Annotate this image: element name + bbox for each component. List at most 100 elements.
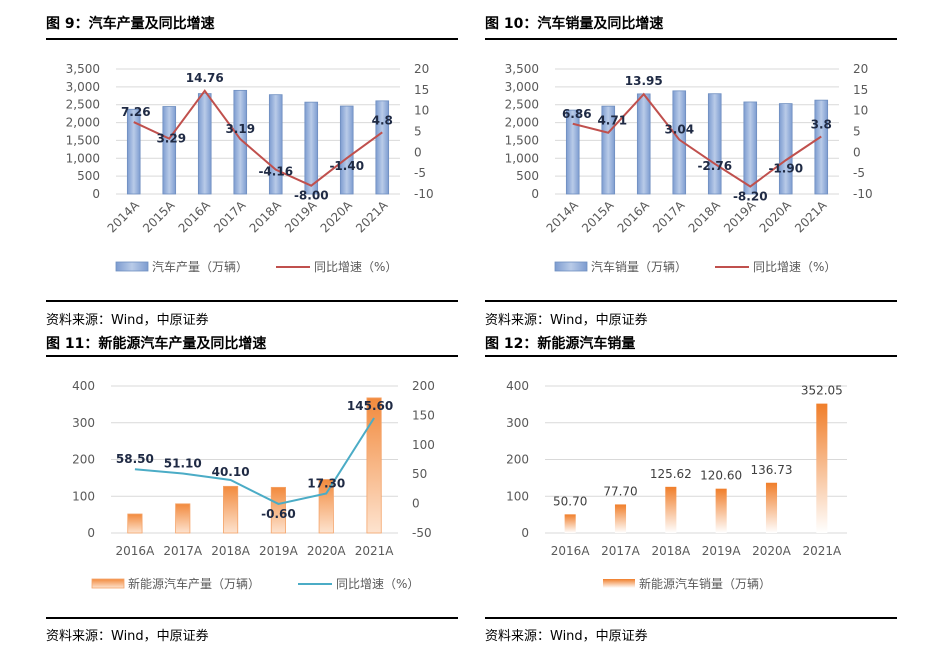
x-tick-label: 2020A — [318, 198, 356, 236]
figure-10-title: 图 10：汽车销量及同比增速 — [485, 16, 664, 32]
y-right-tick-label: -5 — [853, 166, 865, 180]
y-right-tick-label: 150 — [412, 408, 435, 422]
figure-11-title: 图 11：新能源汽车产量及同比增速 — [46, 336, 267, 352]
legend-bar-swatch — [554, 261, 588, 272]
bar — [765, 482, 778, 533]
legend-bar-swatch — [603, 579, 635, 588]
y-left-tick-label: 400 — [506, 379, 529, 393]
y-right-tick-label: 0 — [412, 497, 420, 511]
x-tick-label: 2016A — [176, 198, 214, 236]
y-left-tick-label: 1,000 — [505, 151, 539, 165]
y-right-tick-label: 15 — [414, 83, 429, 97]
line-data-label: 17.30 — [307, 476, 345, 490]
figure-11-chart: 0 100 200 300 400 -50 0 50 100 150 200 2016A 2017A 20… — [72, 379, 435, 591]
line-data-label: 13.95 — [625, 74, 663, 88]
y-right-tick-label: -10 — [853, 187, 873, 201]
y-left-tick-label: 2,000 — [66, 116, 100, 130]
y-right-tick-label: 200 — [412, 379, 435, 393]
figure-9-title: 图 9：汽车产量及同比增速 — [46, 16, 215, 32]
x-tick-label: 2016A — [116, 544, 156, 558]
line-data-label: 3.19 — [225, 122, 255, 136]
x-tick-label: 2017A — [601, 544, 641, 558]
growth-line — [133, 89, 383, 187]
y-left-tick-label: 3,000 — [505, 80, 539, 94]
line-data-label: 14.76 — [186, 71, 224, 85]
y-left-tick-label: 3,500 — [66, 62, 100, 76]
bar-data-label: 136.73 — [751, 463, 793, 477]
figure-9-source: 资料来源：Wind，中原证券 — [46, 313, 209, 328]
x-tick-label: 2021A — [792, 198, 830, 236]
y-left-tick-label: 500 — [516, 169, 539, 183]
y-right-tick-label: 0 — [414, 145, 422, 159]
y-right-tick-label: 5 — [853, 125, 861, 139]
x-tick-label: 2017A — [211, 198, 249, 236]
y-right-tick-label: 10 — [414, 104, 429, 118]
line-data-label: 145.60 — [347, 399, 393, 413]
x-tick-label: 2018A — [247, 198, 285, 236]
line-data-label: -1.90 — [768, 161, 803, 175]
figure-12-panel: 图 12：新能源汽车销量 0 100 200 300 400 50.70 77.70 125.… — [485, 330, 897, 659]
bar — [270, 486, 286, 534]
figure-9-bottom-rule — [46, 300, 458, 302]
x-tick-label: 2016A — [551, 544, 591, 558]
x-tick-label: 2021A — [353, 198, 391, 236]
x-tick-label: 2021A — [802, 544, 842, 558]
bar-data-label: 125.62 — [650, 467, 692, 481]
bar — [127, 513, 143, 534]
bar-data-label: 50.70 — [553, 494, 587, 508]
y-right-tick-label: 50 — [412, 467, 427, 481]
x-tick-label: 2020A — [307, 544, 347, 558]
figure-12-chart: 0 100 200 300 400 50.70 77.70 125.62 120.60 136.7… — [506, 379, 847, 591]
y-right-tick-label: -10 — [414, 187, 434, 201]
x-tick-label: 2014A — [544, 198, 582, 236]
bar — [175, 503, 191, 534]
y-left-tick-label: 3,000 — [66, 80, 100, 94]
figure-11-panel: 图 11：新能源汽车产量及同比增速 0 100 200 300 400 -50 0 50 100… — [46, 330, 458, 659]
y-left-tick-label: 3,500 — [505, 62, 539, 76]
bar — [565, 109, 580, 195]
growth-line — [572, 92, 822, 188]
legend-bar-swatch — [115, 261, 149, 272]
figure-11-bottom-rule — [46, 617, 458, 619]
figure-9-chart: 0 500 1,000 1,500 2,000 2,500 3,000 3,500 -10 -5 0… — [66, 62, 434, 274]
bar — [268, 94, 283, 195]
y-left-tick-label: 500 — [77, 169, 100, 183]
bar — [339, 105, 354, 195]
y-left-tick-label: 400 — [72, 379, 95, 393]
figure-9-panel: 图 9：汽车产量及同比增速 0 500 1,000 1,500 2,000 2,500 3,… — [46, 0, 458, 330]
y-left-tick-label: 2,500 — [505, 98, 539, 112]
y-left-tick-label: 300 — [72, 416, 95, 430]
bar — [223, 485, 239, 534]
y-left-tick-label: 1,500 — [66, 133, 100, 147]
bar — [162, 106, 177, 195]
growth-line — [134, 417, 375, 506]
x-tick-label: 2018A — [686, 198, 724, 236]
line-data-label: -2.76 — [697, 159, 732, 173]
y-right-tick-label: 10 — [853, 104, 868, 118]
line-data-label: 4.8 — [372, 113, 393, 127]
line-data-label: 6.86 — [562, 107, 592, 121]
x-tick-label: 2015A — [140, 198, 178, 236]
figure-10-bottom-rule — [485, 300, 897, 302]
y-right-tick-label: -50 — [412, 526, 432, 540]
figure-12-bottom-rule — [485, 617, 897, 619]
figure-12-top-rule — [485, 355, 897, 357]
line-data-label: 3.8 — [811, 118, 832, 132]
bar — [304, 101, 319, 195]
y-left-tick-label: 1,500 — [505, 133, 539, 147]
legend-line-label: 同比增速（%） — [336, 577, 419, 591]
bar — [375, 100, 390, 195]
y-right-tick-label: -5 — [414, 166, 426, 180]
bar-data-label: 77.70 — [603, 484, 637, 498]
x-tick-label: 2017A — [163, 544, 203, 558]
legend-bar-label: 新能源汽车销量（万辆） — [639, 576, 771, 591]
x-tick-label: 2016A — [615, 198, 653, 236]
x-tick-label: 2019A — [702, 544, 742, 558]
legend-bar-label: 汽车销量（万辆） — [591, 259, 687, 274]
x-tick-label: 2014A — [105, 198, 143, 236]
line-data-label: 7.26 — [121, 105, 151, 119]
y-right-tick-label: 0 — [853, 145, 861, 159]
bar — [126, 108, 141, 195]
line-data-label: -1.40 — [329, 159, 364, 173]
line-data-label: 58.50 — [116, 452, 154, 466]
